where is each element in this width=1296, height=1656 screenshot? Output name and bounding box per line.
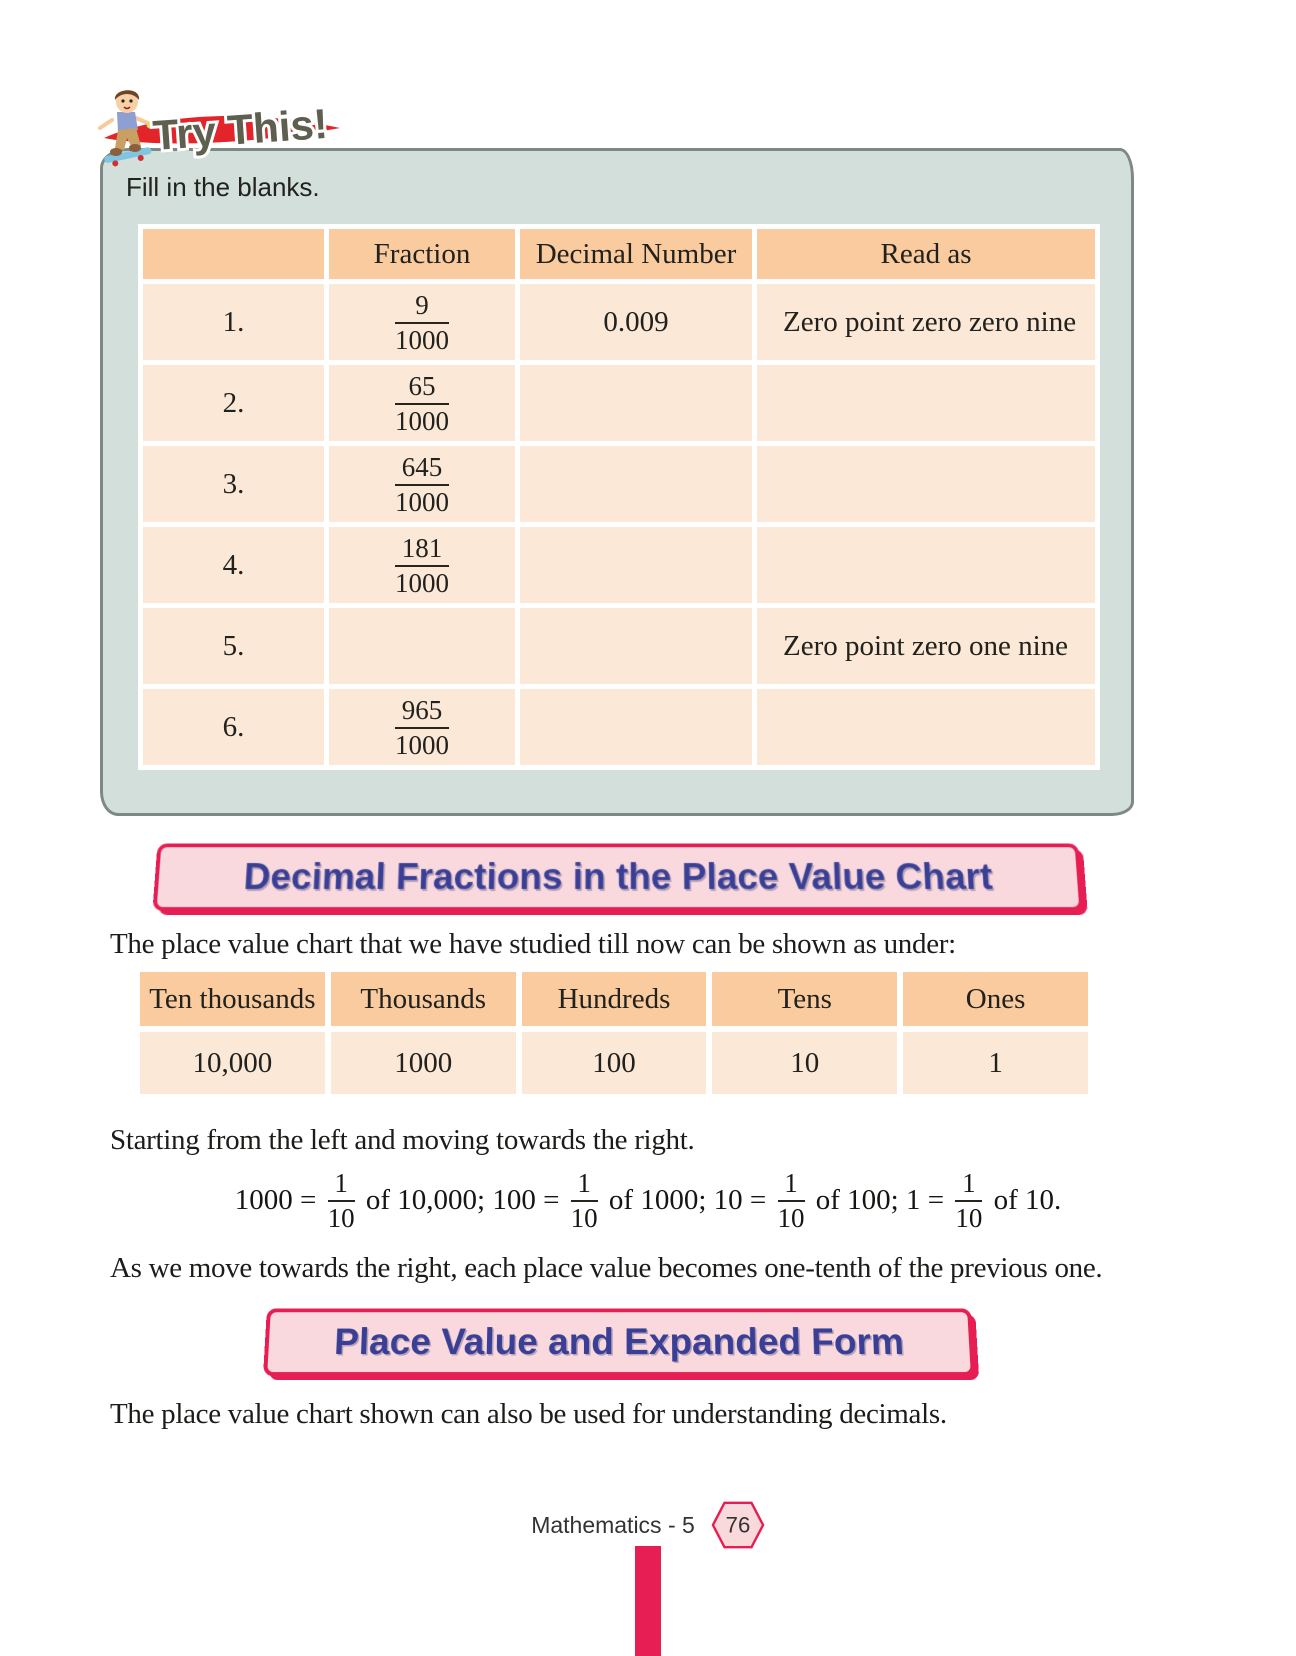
table-header-cell: Decimal Number	[520, 229, 752, 279]
fraction-cell: 965 1000	[329, 689, 515, 765]
read-as-value: Zero point zero one nine	[757, 608, 1095, 684]
section-title: Place Value and Expanded Form	[333, 1321, 905, 1363]
decimal-value	[520, 365, 752, 441]
fraction-value: 1 10	[955, 1168, 983, 1234]
fraction-value: 9 1000	[395, 289, 449, 355]
table-row-number: 5.	[143, 608, 324, 684]
table-header-cell	[143, 229, 324, 279]
pv-value-cell: 10,000	[140, 1032, 325, 1094]
pv-value-cell: 100	[521, 1032, 707, 1094]
section-banner-expanded-form: Place Value and Expanded Form	[263, 1308, 975, 1377]
decimal-value: 0.009	[520, 284, 752, 360]
equation-text: of 100;	[808, 1183, 906, 1216]
red-swoosh	[104, 115, 340, 144]
equation-text: 1 =	[905, 1183, 952, 1216]
table-row-number: 3.	[143, 446, 324, 522]
pv-header-cell: Ten thousands	[140, 972, 325, 1026]
table-header-cell: Fraction	[329, 229, 515, 279]
equation-text: 100 =	[492, 1183, 567, 1216]
page-number-hexagon: 76	[711, 1501, 765, 1549]
pv-header-cell: Thousands	[330, 972, 516, 1026]
footer: Mathematics - 5 76	[0, 1500, 1296, 1550]
fill-blanks-instruction: Fill in the blanks.	[126, 172, 320, 202]
try-this-logo-text: Try This!	[151, 100, 329, 159]
fraction-value: 645 1000	[395, 451, 449, 517]
read-as-value	[757, 527, 1095, 603]
intro-paragraph: The place value chart that we have studi…	[110, 928, 956, 960]
table-row-number: 2.	[143, 365, 324, 441]
table-row-number: 6.	[143, 689, 324, 765]
read-as-value: Zero point zero zero nine	[757, 284, 1095, 360]
decimal-value	[520, 527, 752, 603]
page-number: 76	[725, 1513, 750, 1538]
fraction-cell: 65 1000	[329, 365, 515, 441]
book-label: Mathematics - 5	[531, 1511, 695, 1538]
equation-text: of 10.	[986, 1183, 1062, 1216]
fraction-cell: 181 1000	[329, 527, 515, 603]
bookmark-ribbon	[635, 1546, 661, 1656]
conclusion-paragraph: As we move towards the right, each place…	[110, 1252, 1103, 1284]
try-this-logo: Try This!	[98, 90, 340, 167]
decimal-value	[520, 608, 752, 684]
decimal-value	[520, 446, 752, 522]
equation-text: 1000 =	[234, 1183, 324, 1216]
fill-blanks-table: Fraction Decimal Number Read as 1. 9 1000 0.00…	[138, 224, 1100, 770]
equation-line: 1000 = 1 10 of 10,000; 100 = 1 10 of 1000;…	[0, 1168, 1296, 1233]
pv-value-cell: 1	[903, 1032, 1088, 1094]
fraction-cell: 9 1000	[329, 284, 515, 360]
fraction-value: 65 1000	[395, 370, 449, 436]
equation-text: of 1000;	[601, 1183, 714, 1216]
fraction-value: 965 1000	[395, 694, 449, 760]
section-title: Decimal Fractions in the Place Value Cha…	[242, 856, 994, 898]
read-as-value	[757, 689, 1095, 765]
table-row-number: 4.	[143, 527, 324, 603]
pv-value-cell: 10	[712, 1032, 898, 1094]
fraction-value: 1 10	[327, 1168, 355, 1234]
fraction-value: 1 10	[777, 1168, 805, 1234]
pv-header-cell: Hundreds	[521, 972, 707, 1026]
table-header-cell: Read as	[757, 229, 1095, 279]
pv-value-cell: 1000	[330, 1032, 516, 1094]
section-banner-decimal-fractions: Decimal Fractions in the Place Value Cha…	[152, 843, 1084, 912]
place-value-table: Ten thousands Thousands Hundreds Tens Ones 10…	[140, 972, 1088, 1094]
fraction-cell: 645 1000	[329, 446, 515, 522]
starting-paragraph: Starting from the left and moving toward…	[110, 1124, 695, 1156]
skateboard-kid-illustration	[98, 90, 154, 167]
table-row-number: 1.	[143, 284, 324, 360]
section2-intro-paragraph: The place value chart shown can also be …	[110, 1398, 947, 1430]
decimal-value	[520, 689, 752, 765]
fraction-cell	[329, 608, 515, 684]
fraction-value: 1 10	[570, 1168, 598, 1234]
equation-text: 10 =	[713, 1183, 774, 1216]
equation-text: of 10,000;	[358, 1183, 493, 1216]
read-as-value	[757, 365, 1095, 441]
read-as-value	[757, 446, 1095, 522]
pv-header-cell: Ones	[903, 972, 1088, 1026]
fraction-value: 181 1000	[395, 532, 449, 598]
pv-header-cell: Tens	[712, 972, 898, 1026]
